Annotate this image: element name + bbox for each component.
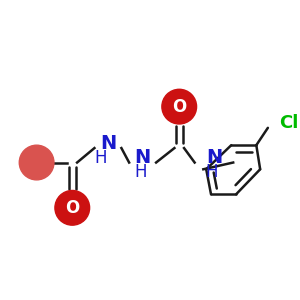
Text: N: N: [100, 134, 116, 153]
Text: H: H: [134, 163, 147, 181]
Text: H: H: [94, 149, 106, 167]
Circle shape: [162, 89, 196, 124]
Text: N: N: [134, 148, 151, 167]
Circle shape: [19, 145, 54, 180]
Text: H: H: [206, 163, 218, 181]
Text: O: O: [172, 98, 186, 116]
Text: N: N: [206, 148, 222, 167]
Circle shape: [55, 190, 90, 225]
Text: O: O: [65, 199, 80, 217]
Text: Cl: Cl: [279, 114, 299, 132]
